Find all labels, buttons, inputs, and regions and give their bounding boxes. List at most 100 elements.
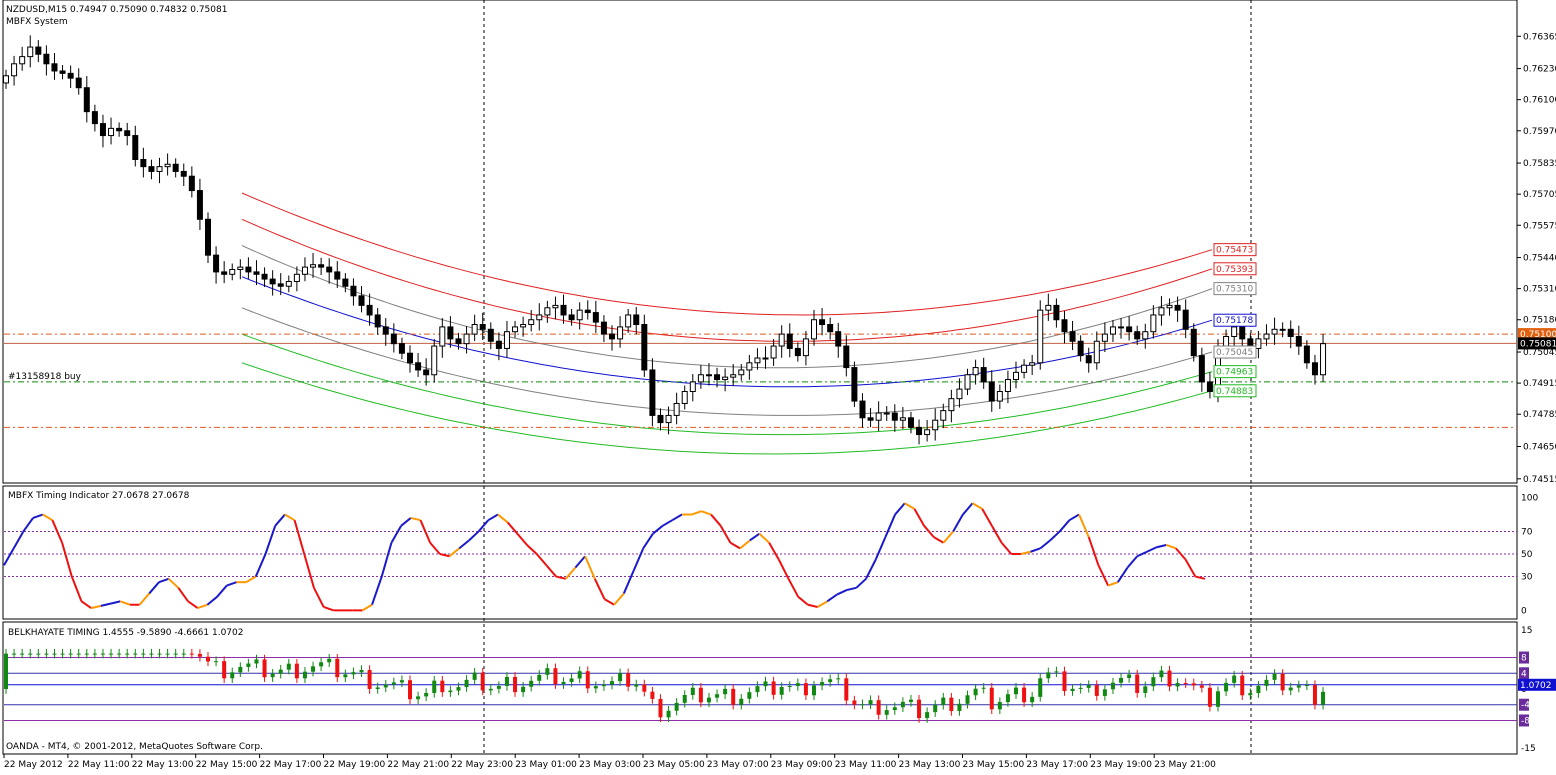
timing-segment (593, 578, 606, 600)
timing-segment (758, 532, 770, 544)
candle-body (503, 331, 510, 349)
candle-body (1077, 340, 1084, 357)
timing-segment (1030, 547, 1041, 553)
timing-segment (506, 521, 519, 535)
belkhayate-bar (1078, 687, 1083, 689)
candle-body (1166, 304, 1173, 309)
band-line (241, 276, 1213, 388)
candle-body (366, 304, 373, 316)
candle-body (996, 390, 1003, 402)
candle-body (1037, 309, 1044, 364)
candle-body (213, 254, 220, 273)
timing-segment (70, 576, 83, 602)
price-tick-label: 0.75835 (1523, 159, 1556, 169)
belkhayate-level-label: -8 (1521, 716, 1530, 726)
price-tag-box (1518, 328, 1556, 341)
candle-body (1101, 333, 1108, 342)
timing-tick-label: 50 (1521, 550, 1533, 560)
timing-segment (187, 600, 199, 609)
candle-body (326, 266, 333, 273)
candle-body (1021, 364, 1028, 373)
belkhayate-bar (173, 653, 178, 655)
belkhayate-panel[interactable] (2, 621, 1518, 755)
candle-body (536, 314, 543, 321)
belkhayate-bar (1248, 693, 1253, 696)
timing-segment (119, 600, 131, 606)
timing-segment (274, 513, 286, 527)
belkhayate-bar (1288, 687, 1293, 691)
price-tick-label: 0.75575 (1523, 221, 1556, 231)
belkhayate-bar (359, 669, 364, 673)
belkhayate-bar (1046, 672, 1051, 679)
belkhayate-bar (836, 678, 841, 680)
belkhayate-bar (383, 684, 388, 688)
belkhayate-bar (747, 692, 752, 699)
candle-body (245, 266, 252, 273)
timing-tick-label: 0 (1521, 606, 1527, 616)
price-tags: 0.754730.753930.753100.751780.751000.750… (1213, 243, 1556, 398)
belkhayate-bar (343, 674, 348, 678)
belkhayate-bar (553, 668, 558, 685)
timing-segment (545, 564, 557, 578)
belkhayate-bar (537, 674, 542, 681)
candle-body (180, 170, 187, 177)
belkhayate-bar (1280, 673, 1285, 691)
belkhayate-bar (278, 669, 283, 674)
belkhayate-bar (561, 681, 566, 685)
belkhayate-bar (1312, 685, 1317, 705)
belkhayate-bar (715, 694, 720, 698)
belkhayate-bar (1005, 694, 1010, 703)
belkhayate-bar (399, 680, 404, 683)
timing-segment (962, 502, 974, 516)
candle-body (883, 412, 890, 415)
time-tick-label: 22 May 23:00 (451, 760, 513, 770)
candle-body (568, 314, 575, 321)
candle-body (43, 53, 50, 65)
timing-segment (719, 525, 732, 544)
indicator-name: MBFX System (6, 17, 68, 27)
belkhayate-bar (141, 653, 146, 655)
timing-segment (923, 525, 935, 538)
belkhayate-bar (957, 703, 962, 712)
timing-segment (1049, 530, 1061, 542)
candle-body (1287, 328, 1294, 337)
timing-segment (1156, 544, 1167, 549)
candle-body (560, 304, 567, 316)
candle-body (423, 369, 430, 376)
belkhayate-bar (925, 712, 930, 719)
belkhayate-bar (109, 653, 114, 655)
time-tick-label: 22 May 15:00 (196, 760, 258, 770)
belkhayate-bar (230, 672, 235, 679)
belkhayate-bar (577, 671, 582, 679)
timing-segment (855, 578, 867, 589)
trade-label: #13158918 buy (8, 372, 82, 382)
timing-panel[interactable] (2, 485, 1518, 620)
belkhayate-bar (844, 678, 849, 701)
price-tick-label: 0.75045 (1523, 348, 1556, 358)
candle-body (1206, 381, 1213, 392)
timing-segment (710, 513, 722, 527)
timing-segment (1039, 539, 1051, 550)
timing-segment (981, 508, 993, 527)
candle-body (1093, 340, 1100, 364)
belkhayate-level-label: 4 (1521, 669, 1527, 679)
timing-segment (826, 593, 838, 603)
belkhayate-bar (12, 653, 17, 655)
belkhayate-bar (20, 653, 25, 655)
band-line (241, 192, 1213, 316)
candle-body (649, 369, 656, 416)
candle-body (1271, 328, 1278, 335)
candle-body (1134, 331, 1141, 340)
candle-body (132, 135, 139, 160)
timing-segment (807, 603, 818, 608)
timing-segment (972, 502, 983, 510)
price-tag-label: 0.75393 (1216, 265, 1253, 275)
timing-segment (526, 544, 538, 555)
candle-body (1320, 343, 1327, 376)
timing-segment (1097, 564, 1110, 586)
price-panel[interactable] (2, 0, 1518, 484)
